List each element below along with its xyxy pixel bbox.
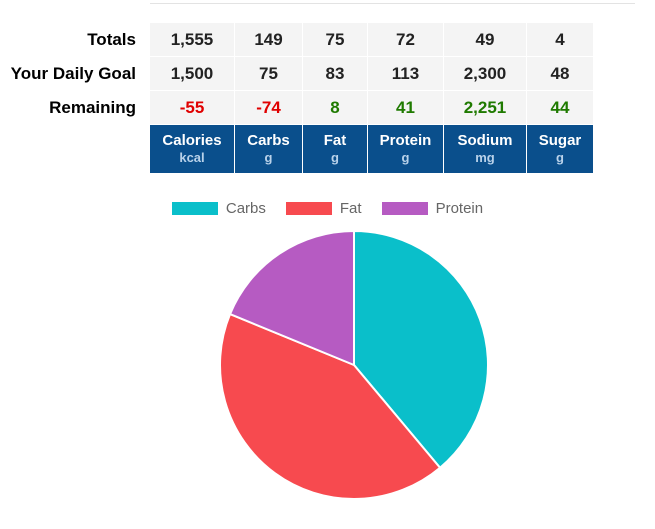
legend-swatch xyxy=(285,202,332,215)
totals-sodium: 49 xyxy=(444,23,527,57)
header-carbs: Carbs g xyxy=(235,125,303,173)
header-name: Protein xyxy=(379,132,432,149)
legend-label: Protein xyxy=(435,200,484,217)
header-unit: g xyxy=(264,150,273,165)
legend-label: Fat xyxy=(339,200,362,217)
totals-carbs: 149 xyxy=(235,23,303,57)
header-name: Sugar xyxy=(538,132,582,149)
goal-fat: 83 xyxy=(303,57,368,91)
header-name: Calories xyxy=(162,132,222,149)
row-label: Totals xyxy=(87,30,136,49)
legend-item-carbs[interactable]: Carbs xyxy=(171,200,266,217)
legend-item-fat[interactable]: Fat xyxy=(285,200,362,217)
remaining-carbs: -74 xyxy=(235,91,303,125)
totals-sugar: 4 xyxy=(527,23,594,57)
header-fat: Fat g xyxy=(303,125,368,173)
pie-slice-fat[interactable] xyxy=(219,312,442,500)
totals-fat: 75 xyxy=(303,23,368,57)
header-unit: mg xyxy=(475,150,495,165)
goal-protein: 113 xyxy=(368,57,444,91)
totals-row: Totals 1,555 149 75 72 49 4 xyxy=(0,23,594,57)
remaining-fat: 8 xyxy=(303,91,368,125)
nutrient-header-row: Calories kcal Carbs g Fat g Protein g Sodium… xyxy=(0,125,594,173)
daily-goal-row: Your Daily Goal 1,500 75 83 113 2,300 48 xyxy=(0,57,594,91)
header-sugar: Sugar g xyxy=(527,125,594,173)
header-calories: Calories kcal xyxy=(150,125,235,173)
header-name: Sodium xyxy=(457,132,513,149)
header-name: Fat xyxy=(323,132,347,149)
nutrition-summary-table: Totals 1,555 149 75 72 49 4 Your Daily G… xyxy=(0,23,594,173)
top-divider xyxy=(150,3,635,4)
row-label: Remaining xyxy=(49,98,136,117)
goal-sugar: 48 xyxy=(527,57,594,91)
remaining-sodium: 2,251 xyxy=(444,91,527,125)
remaining-protein: 41 xyxy=(368,91,444,125)
remaining-sugar: 44 xyxy=(527,91,594,125)
legend-swatch xyxy=(381,202,428,215)
header-unit: g xyxy=(401,150,410,165)
pie-slices xyxy=(219,229,489,500)
legend-item-protein[interactable]: Protein xyxy=(381,200,484,217)
remaining-calories: -55 xyxy=(150,91,235,125)
legend-swatch xyxy=(171,202,218,215)
pie-slice-protein[interactable] xyxy=(228,229,355,367)
legend-label: Carbs xyxy=(225,200,266,217)
remaining-row: Remaining -55 -74 8 41 2,251 44 xyxy=(0,91,594,125)
goal-sodium: 2,300 xyxy=(444,57,527,91)
header-name: Carbs xyxy=(247,132,290,149)
header-protein: Protein g xyxy=(368,125,444,173)
header-unit: g xyxy=(331,150,339,165)
totals-calories: 1,555 xyxy=(150,23,235,57)
header-sodium: Sodium mg xyxy=(444,125,527,173)
totals-protein: 72 xyxy=(368,23,444,57)
goal-calories: 1,500 xyxy=(150,57,235,91)
pie-slice-carbs[interactable] xyxy=(353,229,489,470)
goal-carbs: 75 xyxy=(235,57,303,91)
header-unit: g xyxy=(556,150,564,165)
header-unit: kcal xyxy=(179,150,205,165)
row-label: Your Daily Goal xyxy=(10,64,136,83)
chart-legend: Carbs Fat Protein xyxy=(0,200,655,217)
